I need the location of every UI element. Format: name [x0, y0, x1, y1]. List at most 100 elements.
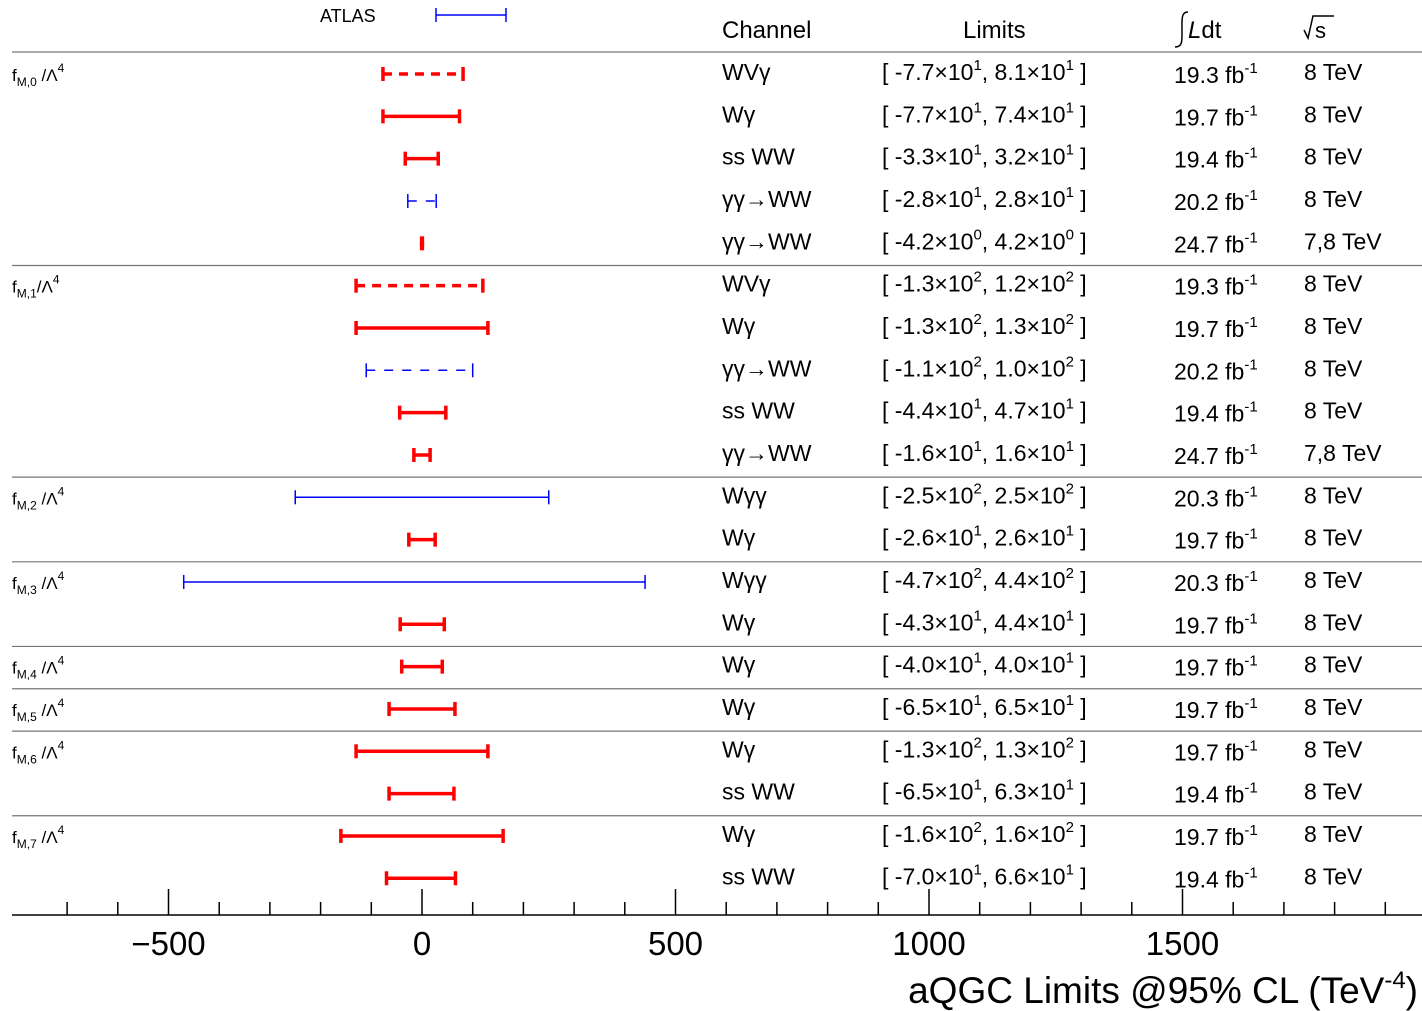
- x-tick-label: 0: [413, 925, 431, 962]
- limit-interval: [398, 617, 447, 632]
- channel-cell: γγ→WW: [722, 355, 812, 381]
- header-channel: Channel: [722, 17, 811, 44]
- energy-cell: 8 TeV: [1304, 525, 1363, 551]
- limits-cell: [ -1.6×101, 1.6×101 ]: [882, 438, 1087, 466]
- limit-interval: [387, 701, 457, 716]
- luminosity-cell: 19.7 fb-1: [1174, 695, 1258, 723]
- coefficient-label: fM,1/Λ4: [12, 273, 60, 301]
- limits-cell: [ -1.3×102, 1.2×102 ]: [882, 269, 1087, 297]
- limit-interval: [381, 109, 462, 124]
- energy-cell: 8 TeV: [1304, 355, 1363, 381]
- luminosity-cell: 19.7 fb-1: [1174, 737, 1258, 765]
- energy-cell: 8 TeV: [1304, 101, 1363, 127]
- limit-interval: [403, 151, 440, 166]
- energy-cell: 8 TeV: [1304, 398, 1363, 424]
- energy-cell: 8 TeV: [1304, 482, 1363, 508]
- energy-cell: 8 TeV: [1304, 863, 1363, 889]
- channel-cell: ss WW: [722, 398, 795, 424]
- limit-interval: [354, 278, 485, 293]
- luminosity-cell: 19.3 fb-1: [1174, 272, 1258, 300]
- limits-cell: [ -1.3×102, 1.3×102 ]: [882, 311, 1087, 339]
- coefficient-label: fM,0 /Λ4: [12, 61, 65, 89]
- channel-cell: γγ→WW: [722, 186, 812, 212]
- legend-label: ATLAS: [320, 6, 376, 26]
- luminosity-cell: 19.4 fb-1: [1174, 780, 1258, 808]
- limits-cell: [ -1.6×102, 1.6×102 ]: [882, 819, 1087, 847]
- energy-cell: 8 TeV: [1304, 779, 1363, 805]
- coefficient-label: fM,4 /Λ4: [12, 654, 65, 682]
- channel-cell: Wγ: [722, 609, 756, 635]
- limit-interval: [387, 786, 456, 801]
- limits-cell: [ -4.0×101, 4.0×101 ]: [882, 650, 1087, 678]
- limits-cell: [ -7.0×101, 6.6×101 ]: [882, 861, 1087, 889]
- energy-cell: 8 TeV: [1304, 59, 1363, 85]
- energy-cell: 8 TeV: [1304, 313, 1363, 339]
- energy-cell: 8 TeV: [1304, 271, 1363, 297]
- coefficient-label: fM,2 /Λ4: [12, 484, 65, 512]
- header-sqrt-s: s: [1303, 15, 1334, 43]
- x-tick-label: −500: [131, 925, 205, 962]
- channel-cell: ss WW: [722, 144, 795, 170]
- limits-cell: [ -7.7×101, 8.1×101 ]: [882, 57, 1087, 85]
- limit-interval: [381, 67, 465, 81]
- luminosity-cell: 20.2 fb-1: [1174, 356, 1258, 384]
- legend: ATLAS: [320, 6, 507, 26]
- luminosity-cell: 19.7 fb-1: [1174, 526, 1258, 554]
- channel-cell: ss WW: [722, 779, 795, 805]
- luminosity-cell: 24.7 fb-1: [1174, 229, 1258, 257]
- limit-interval: [419, 236, 425, 251]
- limits-cell: [ -2.5×102, 2.5×102 ]: [882, 480, 1087, 508]
- channel-cell: Wγ: [722, 313, 756, 339]
- luminosity-cell: 20.3 fb-1: [1174, 568, 1258, 596]
- energy-cell: 7,8 TeV: [1304, 440, 1382, 466]
- channel-cell: ss WW: [722, 863, 795, 889]
- limits-cell: [ -4.7×102, 4.4×102 ]: [882, 565, 1087, 593]
- x-tick-label: 1500: [1146, 925, 1219, 962]
- channel-cell: Wγ: [722, 694, 756, 720]
- limit-interval: [399, 659, 445, 674]
- limit-interval: [397, 405, 448, 420]
- channel-cell: Wγ: [722, 652, 756, 678]
- energy-cell: 8 TeV: [1304, 567, 1363, 593]
- limit-interval: [294, 490, 550, 505]
- energy-cell: 8 TeV: [1304, 609, 1363, 635]
- limit-intervals: [182, 67, 646, 886]
- limits-cell: [ -7.7×101, 7.4×101 ]: [882, 99, 1087, 127]
- limit-interval: [354, 744, 490, 759]
- channel-cell: γγ→WW: [722, 440, 812, 466]
- limits-table: WVγ [ -7.7×101, 8.1×101 ] 19.3 fb-1 8 TeV Wγ…: [722, 57, 1382, 892]
- column-headers: Channel Limits Ldt s: [722, 11, 1334, 48]
- limits-cell: [ -6.5×101, 6.5×101 ]: [882, 692, 1087, 720]
- energy-cell: 7,8 TeV: [1304, 228, 1382, 254]
- channel-cell: WVγ: [722, 59, 771, 85]
- limit-interval: [182, 574, 646, 589]
- coefficient-label: fM,6 /Λ4: [12, 738, 65, 766]
- energy-cell: 8 TeV: [1304, 652, 1363, 678]
- luminosity-cell: 19.4 fb-1: [1174, 864, 1258, 892]
- energy-cell: 8 TeV: [1304, 186, 1363, 212]
- luminosity-cell: 20.3 fb-1: [1174, 483, 1258, 511]
- channel-cell: Wγ: [722, 525, 756, 551]
- x-tick-label: 500: [648, 925, 703, 962]
- coefficient-label: fM,3 /Λ4: [12, 569, 65, 597]
- limits-cell: [ -3.3×101, 3.2×101 ]: [882, 142, 1087, 170]
- channel-cell: γγ→WW: [722, 228, 812, 254]
- limit-interval: [339, 828, 505, 843]
- energy-cell: 8 TeV: [1304, 144, 1363, 170]
- luminosity-cell: 19.7 fb-1: [1174, 653, 1258, 681]
- luminosity-cell: 19.4 fb-1: [1174, 145, 1258, 173]
- coefficient-label: fM,7 /Λ4: [12, 823, 65, 851]
- limit-interval: [412, 447, 432, 462]
- luminosity-cell: 24.7 fb-1: [1174, 441, 1258, 469]
- luminosity-cell: 19.7 fb-1: [1174, 822, 1258, 850]
- limits-cell: [ -6.5×101, 6.3×101 ]: [882, 777, 1087, 805]
- channel-cell: WVγ: [722, 271, 771, 297]
- luminosity-cell: 19.4 fb-1: [1174, 399, 1258, 427]
- energy-cell: 8 TeV: [1304, 736, 1363, 762]
- channel-cell: Wγ: [722, 821, 756, 847]
- luminosity-cell: 19.7 fb-1: [1174, 102, 1258, 130]
- luminosity-cell: 19.3 fb-1: [1174, 60, 1258, 88]
- channel-cell: Wγ: [722, 101, 756, 127]
- limits-cell: [ -2.6×101, 2.6×101 ]: [882, 523, 1087, 551]
